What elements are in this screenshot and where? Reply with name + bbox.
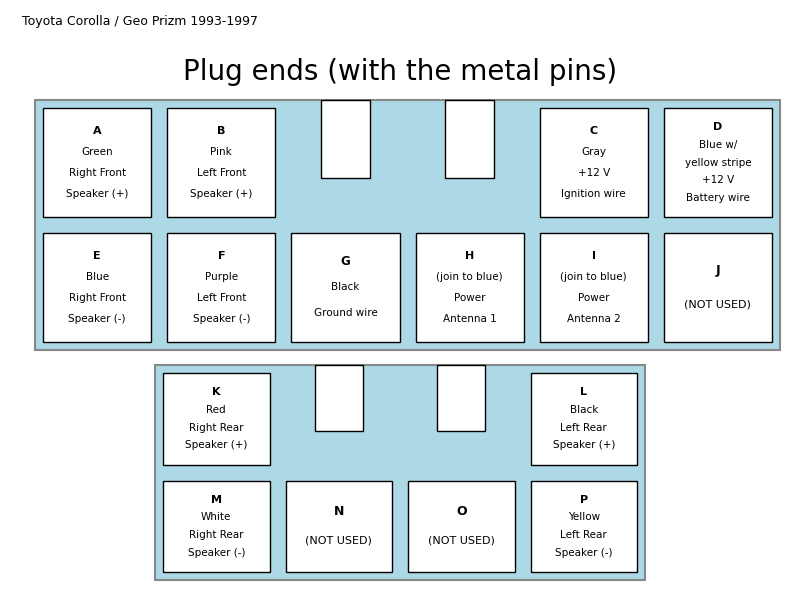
Text: Blue w/: Blue w/ [698, 140, 737, 150]
Text: (join to blue): (join to blue) [561, 272, 627, 282]
Text: F: F [218, 251, 225, 261]
Text: Right Rear: Right Rear [189, 422, 243, 433]
Bar [163, 373, 270, 464]
Text: (NOT USED): (NOT USED) [306, 536, 372, 545]
Text: Ground wire: Ground wire [314, 308, 378, 319]
Text: +12 V: +12 V [578, 168, 610, 178]
Text: G: G [341, 255, 350, 268]
Text: O: O [456, 505, 466, 518]
Bar [291, 233, 399, 342]
Text: I: I [592, 251, 596, 261]
Text: D: D [714, 122, 722, 133]
Text: Power: Power [578, 293, 610, 303]
Text: Speaker (-): Speaker (-) [68, 314, 126, 324]
Bar [415, 233, 524, 342]
Text: Speaker (-): Speaker (-) [555, 548, 613, 557]
Bar [446, 100, 494, 178]
Text: (NOT USED): (NOT USED) [428, 536, 494, 545]
Text: White: White [201, 512, 231, 523]
Bar [286, 481, 392, 572]
Text: Speaker (-): Speaker (-) [187, 548, 245, 557]
Bar [321, 100, 370, 178]
Text: Antenna 1: Antenna 1 [442, 314, 497, 324]
Text: Power: Power [454, 293, 486, 303]
Text: Ignition wire: Ignition wire [562, 189, 626, 199]
Text: B: B [217, 126, 226, 136]
Text: N: N [334, 505, 344, 518]
Text: Speaker (+): Speaker (+) [553, 440, 615, 450]
Bar [664, 108, 772, 217]
Text: (join to blue): (join to blue) [436, 272, 503, 282]
Text: Left Rear: Left Rear [560, 422, 607, 433]
Bar [155, 365, 645, 580]
Text: Speaker (+): Speaker (+) [185, 440, 247, 450]
Text: Black: Black [570, 405, 598, 415]
Text: yellow stripe: yellow stripe [685, 157, 751, 167]
Text: (NOT USED): (NOT USED) [685, 299, 751, 310]
Text: Pink: Pink [210, 147, 232, 157]
Text: Speaker (+): Speaker (+) [66, 189, 128, 199]
Bar [530, 373, 637, 464]
Text: M: M [210, 495, 222, 505]
Text: A: A [93, 126, 102, 136]
Bar [664, 233, 772, 342]
Text: Right Rear: Right Rear [189, 530, 243, 540]
Text: Left Front: Left Front [197, 168, 246, 178]
Bar [540, 233, 648, 342]
Text: Green: Green [82, 147, 113, 157]
Text: K: K [212, 388, 221, 397]
Text: Battery wire: Battery wire [686, 193, 750, 203]
Text: E: E [94, 251, 101, 261]
Text: Yellow: Yellow [568, 512, 600, 523]
Text: Toyota Corolla / Geo Prizm 1993-1997: Toyota Corolla / Geo Prizm 1993-1997 [22, 16, 258, 28]
Text: Speaker (-): Speaker (-) [193, 314, 250, 324]
Text: Gray: Gray [582, 147, 606, 157]
Bar [314, 365, 362, 431]
Text: Speaker (+): Speaker (+) [190, 189, 253, 199]
Text: Left Front: Left Front [197, 293, 246, 303]
Text: P: P [580, 495, 588, 505]
Text: Black: Black [331, 283, 360, 292]
Bar [43, 108, 151, 217]
Bar [540, 108, 648, 217]
Bar [43, 233, 151, 342]
Bar [163, 481, 270, 572]
Text: Right Front: Right Front [69, 293, 126, 303]
Bar [438, 365, 486, 431]
Text: Plug ends (with the metal pins): Plug ends (with the metal pins) [183, 58, 617, 86]
Text: Red: Red [206, 405, 226, 415]
Text: Right Front: Right Front [69, 168, 126, 178]
Text: Purple: Purple [205, 272, 238, 282]
Text: Antenna 2: Antenna 2 [567, 314, 621, 324]
Text: L: L [580, 388, 587, 397]
Bar [408, 481, 514, 572]
Text: Left Rear: Left Rear [560, 530, 607, 540]
Bar [167, 233, 275, 342]
Bar [530, 481, 637, 572]
Text: Blue: Blue [86, 272, 109, 282]
Text: H: H [465, 251, 474, 261]
Text: J: J [716, 264, 720, 277]
Bar [35, 100, 780, 350]
Text: +12 V: +12 V [702, 175, 734, 185]
Text: C: C [590, 126, 598, 136]
Bar [167, 108, 275, 217]
